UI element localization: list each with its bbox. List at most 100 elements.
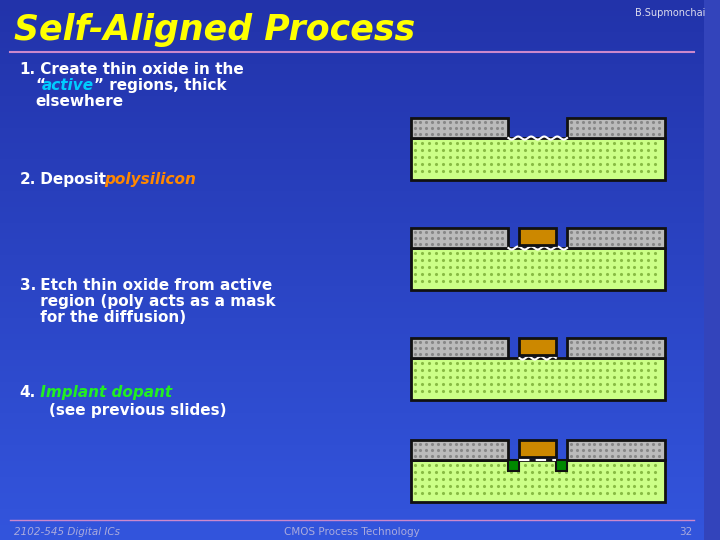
Bar bbox=[0, 307, 704, 308]
Bar bbox=[0, 73, 704, 74]
Bar bbox=[0, 249, 704, 250]
Bar bbox=[0, 84, 704, 85]
Bar bbox=[0, 101, 704, 102]
Text: 2102-545 Digital ICs: 2102-545 Digital ICs bbox=[14, 527, 120, 537]
Bar bbox=[0, 41, 704, 42]
Bar bbox=[0, 308, 704, 309]
Bar bbox=[0, 205, 704, 206]
Bar bbox=[0, 126, 704, 127]
Bar bbox=[0, 47, 704, 48]
Bar bbox=[0, 471, 704, 472]
Bar bbox=[0, 15, 704, 16]
Bar bbox=[0, 116, 704, 117]
Bar bbox=[0, 355, 704, 356]
Bar bbox=[0, 411, 704, 412]
Bar bbox=[0, 122, 704, 123]
Bar bbox=[0, 63, 704, 64]
Bar bbox=[0, 412, 704, 413]
Bar bbox=[0, 402, 704, 403]
Bar bbox=[0, 394, 704, 395]
Bar bbox=[0, 127, 704, 128]
Bar bbox=[0, 276, 704, 277]
Bar bbox=[0, 87, 704, 88]
Bar bbox=[567, 440, 665, 460]
Bar bbox=[0, 345, 704, 346]
Bar bbox=[0, 525, 704, 526]
Bar bbox=[0, 369, 704, 370]
Bar bbox=[0, 209, 704, 210]
Bar bbox=[0, 42, 704, 43]
Bar bbox=[0, 157, 704, 158]
Bar bbox=[0, 136, 704, 137]
Bar bbox=[0, 200, 704, 201]
Bar bbox=[0, 18, 704, 19]
Bar bbox=[0, 483, 704, 484]
Bar bbox=[0, 391, 704, 392]
Bar bbox=[0, 215, 704, 216]
Bar bbox=[0, 143, 704, 144]
Bar bbox=[0, 397, 704, 398]
Bar bbox=[0, 34, 704, 35]
Bar bbox=[0, 362, 704, 363]
Bar bbox=[0, 17, 704, 18]
Bar bbox=[0, 22, 704, 23]
Bar bbox=[0, 82, 704, 83]
Bar bbox=[0, 306, 704, 307]
Bar bbox=[0, 493, 704, 494]
Bar bbox=[0, 95, 704, 96]
Text: 3.: 3. bbox=[19, 278, 36, 293]
Bar bbox=[0, 468, 704, 469]
Bar bbox=[0, 180, 704, 181]
Bar bbox=[0, 178, 704, 179]
Bar bbox=[0, 273, 704, 274]
Bar bbox=[0, 287, 704, 288]
Bar bbox=[0, 309, 704, 310]
Bar bbox=[0, 248, 704, 249]
Text: polysilicon: polysilicon bbox=[104, 172, 197, 187]
Bar bbox=[0, 206, 704, 207]
Bar bbox=[0, 536, 704, 537]
Bar bbox=[0, 484, 704, 485]
Bar bbox=[0, 119, 704, 120]
Bar bbox=[0, 409, 704, 410]
Bar bbox=[0, 367, 704, 368]
Bar bbox=[0, 305, 704, 306]
Bar bbox=[0, 230, 704, 231]
Bar bbox=[0, 204, 704, 205]
Bar bbox=[0, 433, 704, 434]
Bar bbox=[0, 222, 704, 223]
Text: 1.: 1. bbox=[19, 62, 36, 77]
Bar bbox=[0, 524, 704, 525]
Bar bbox=[0, 24, 704, 25]
Bar bbox=[0, 262, 704, 263]
Bar bbox=[0, 400, 704, 401]
Bar bbox=[0, 264, 704, 265]
Bar bbox=[0, 97, 704, 98]
Bar bbox=[0, 326, 704, 327]
Bar bbox=[410, 138, 665, 180]
Bar bbox=[0, 335, 704, 336]
Bar bbox=[0, 504, 704, 505]
Bar bbox=[0, 384, 704, 385]
Bar bbox=[0, 74, 704, 75]
Bar bbox=[0, 352, 704, 353]
Bar bbox=[0, 59, 704, 60]
Bar bbox=[0, 420, 704, 421]
Bar bbox=[0, 107, 704, 108]
Bar bbox=[0, 323, 704, 324]
Bar bbox=[0, 78, 704, 79]
Bar bbox=[0, 58, 704, 59]
Bar bbox=[0, 466, 704, 467]
Bar bbox=[0, 80, 704, 81]
Bar bbox=[0, 478, 704, 479]
Bar bbox=[0, 71, 704, 72]
Bar bbox=[0, 333, 704, 334]
Bar bbox=[0, 255, 704, 256]
Bar bbox=[0, 377, 704, 378]
Bar bbox=[0, 512, 704, 513]
Bar bbox=[0, 191, 704, 192]
Bar bbox=[0, 21, 704, 22]
Bar bbox=[0, 76, 704, 77]
Bar bbox=[0, 294, 704, 295]
Bar bbox=[0, 165, 704, 166]
